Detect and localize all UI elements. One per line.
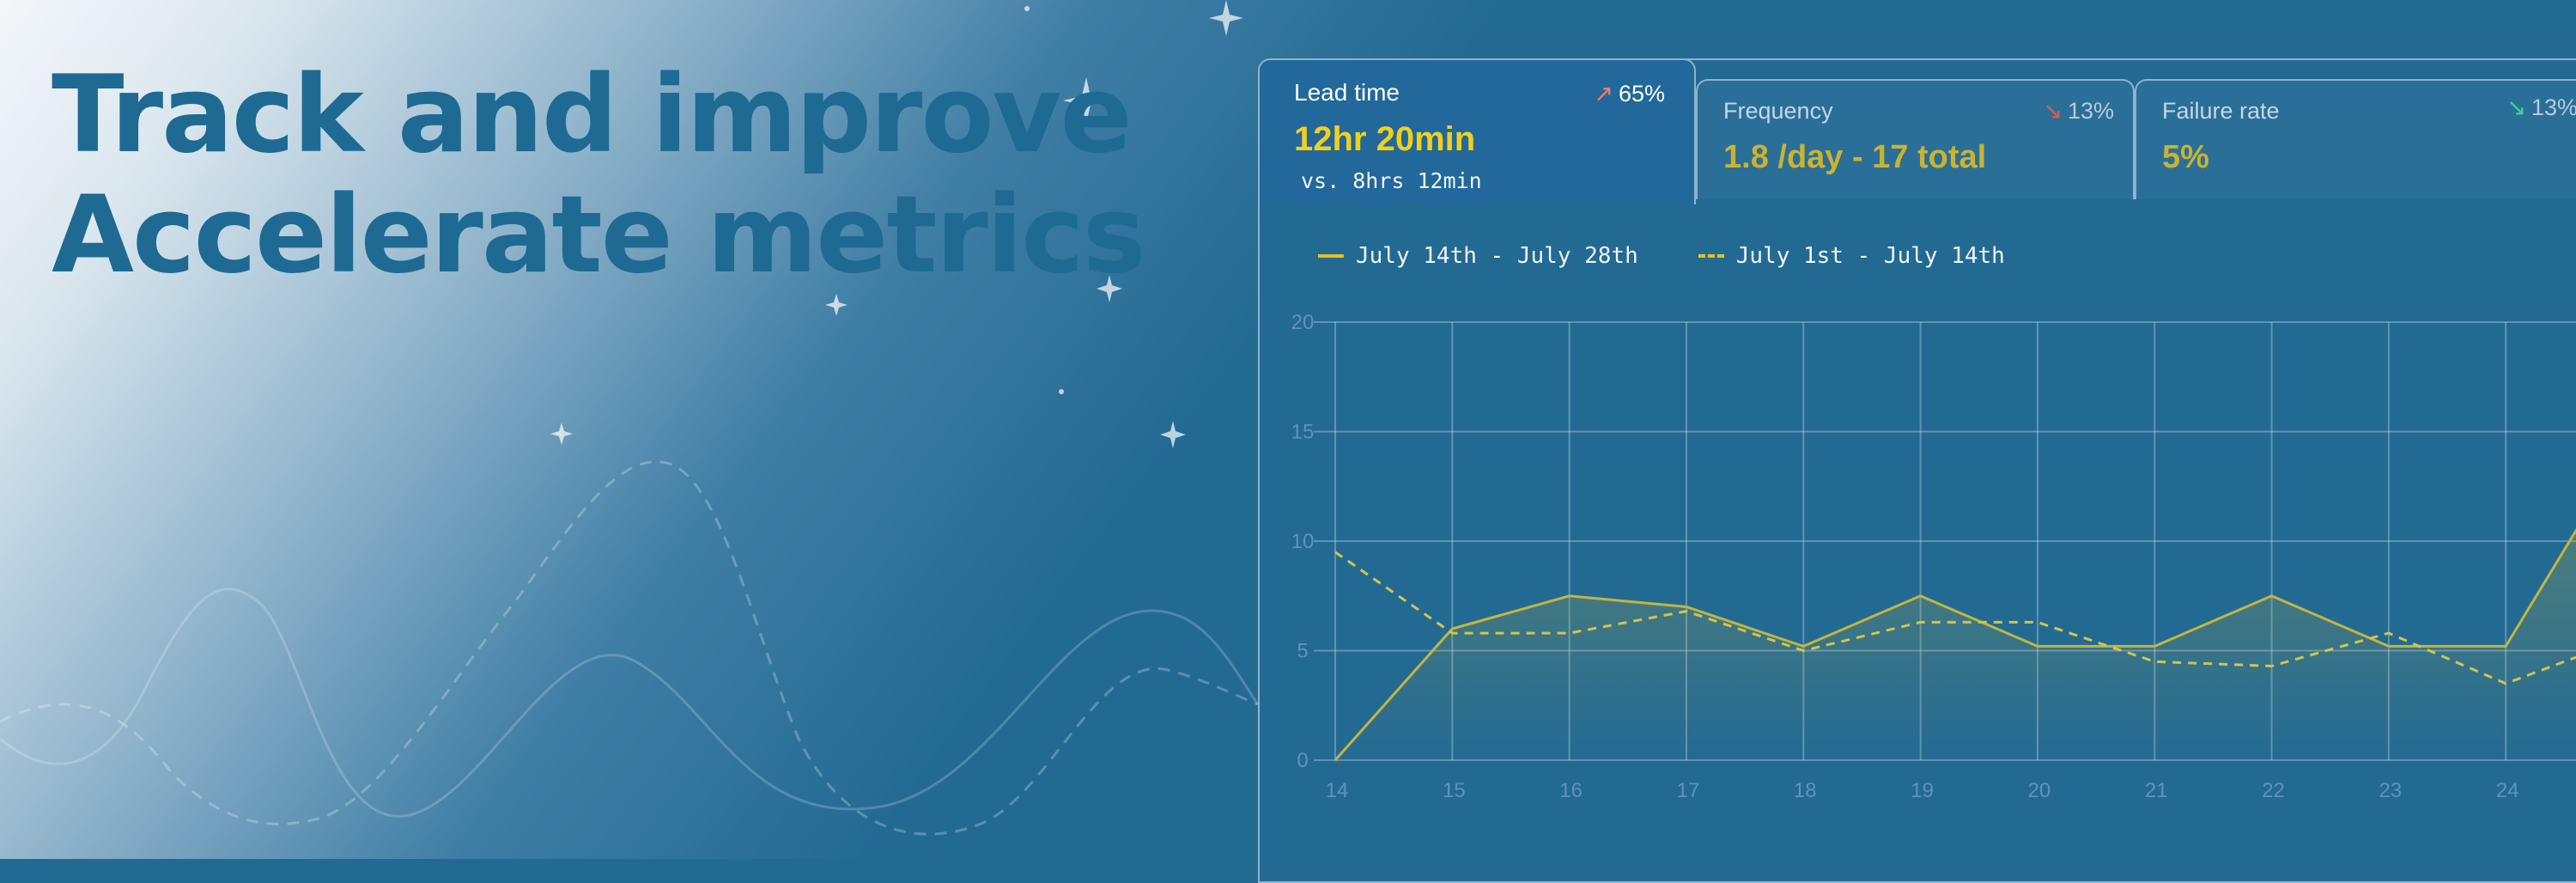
background-wave-dashed [0, 460, 1259, 836]
y-tick-label: 5 [1297, 640, 1308, 663]
legend-swatch-dashed [1698, 254, 1724, 258]
arrow-up-right-icon: ↗ [1594, 81, 1613, 107]
headline-line-2: Accelerate metrics [52, 174, 1146, 297]
legend-swatch-solid [1318, 254, 1344, 258]
x-tick-label: 15 [1443, 779, 1466, 802]
tab-failure-rate[interactable]: Failure rate ↘ 13% 5% [2135, 79, 2576, 199]
x-tick-label: 24 [2496, 779, 2519, 802]
series-area [1335, 530, 2576, 760]
arrow-down-right-icon: ↘ [2506, 94, 2526, 120]
legend-item-current[interactable]: July 14th - July 28th [1318, 243, 1638, 269]
x-tick-label: 19 [1911, 779, 1934, 802]
tab-value: 5% [2162, 139, 2209, 175]
tab-delta: ↗ 65% [1594, 81, 1665, 107]
x-tick-label: 23 [2379, 779, 2403, 802]
x-tick-label: 16 [1559, 779, 1583, 802]
legend-label: July 1st - July 14th [1735, 243, 2005, 269]
delta-value: 13% [2067, 98, 2114, 124]
tab-title: Failure rate [2162, 98, 2280, 124]
delta-value: 13% [2530, 94, 2576, 120]
x-tick-label: 21 [2145, 779, 2168, 802]
delta-value: 65% [1618, 81, 1665, 107]
tab-title: Lead time [1294, 79, 1400, 106]
sparkle-icons [550, 0, 1243, 448]
legend-item-previous[interactable]: July 1st - July 14th [1698, 243, 2005, 269]
x-tick-label: 17 [1677, 779, 1700, 802]
tab-frequency[interactable]: Frequency ↘ 13% 1.8 /day - 17 total [1696, 79, 2135, 199]
tab-delta: ↘ 13% [2043, 98, 2114, 125]
y-tick-label: 0 [1297, 749, 1308, 772]
chart-legend: July 14th - July 28th July 1st - July 14… [1318, 243, 2005, 269]
x-tick-label: 20 [2028, 779, 2051, 802]
y-tick-label: 15 [1291, 421, 1315, 444]
tab-delta: ↘ 13% [2506, 94, 2576, 121]
legend-label: July 14th - July 28th [1356, 243, 1638, 269]
line-chart: 0 5 10 15 20 14 15 16 17 18 19 20 21 22 23 24 [1291, 311, 2576, 802]
y-tick-label: 20 [1291, 311, 1315, 334]
arrow-down-right-icon: ↘ [2043, 98, 2063, 124]
tab-lead-time[interactable]: Lead time ↗ 65% 12hr 20min vs. 8hrs 12mi… [1258, 58, 1696, 204]
x-tick-label: 14 [1326, 779, 1349, 802]
background-wave [0, 588, 1260, 818]
headline-line-1: Track and improve [52, 53, 1133, 177]
tab-title: Frequency [1723, 98, 1833, 124]
x-tick-label: 22 [2262, 779, 2285, 802]
x-tick-label: 18 [1794, 779, 1817, 802]
y-tick-label: 10 [1291, 530, 1315, 553]
tab-value: 1.8 /day - 17 total [1723, 139, 1987, 175]
series-line-previous [1335, 551, 2576, 685]
tab-comparison: vs. 8hrs 12min [1301, 168, 1482, 193]
tab-value: 12hr 20min [1294, 120, 1476, 158]
